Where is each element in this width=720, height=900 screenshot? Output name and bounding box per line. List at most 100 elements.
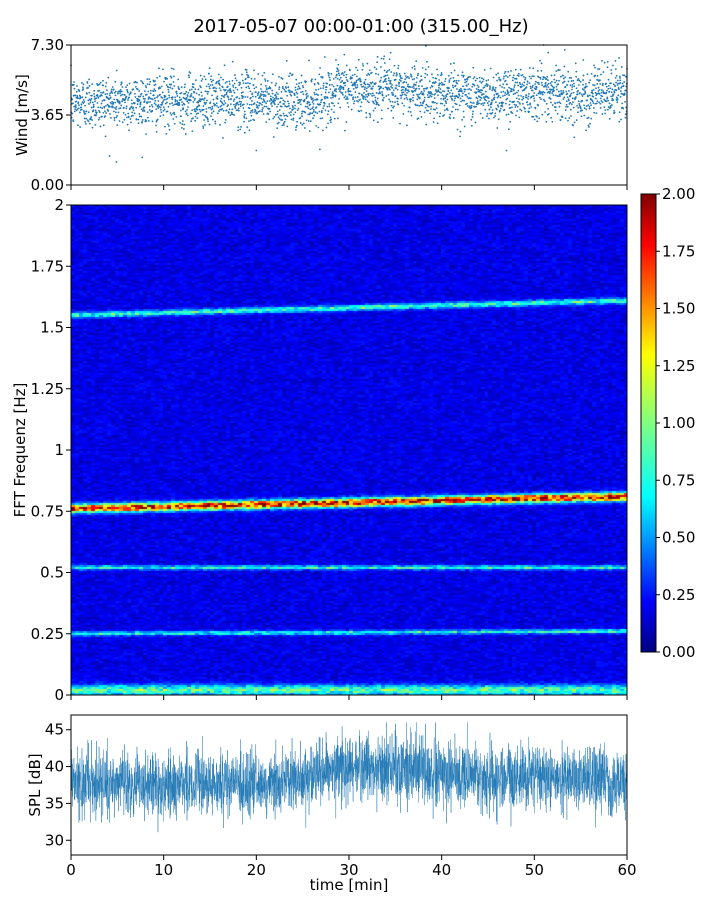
wind-point bbox=[283, 124, 285, 126]
wind-point bbox=[387, 79, 390, 82]
wind-point bbox=[162, 68, 164, 71]
wind-point bbox=[209, 101, 212, 104]
wind-point bbox=[330, 118, 333, 121]
wind-point bbox=[251, 109, 254, 112]
wind-point bbox=[570, 80, 573, 82]
wind-point bbox=[297, 107, 300, 110]
wind-point bbox=[214, 90, 217, 93]
wind-point bbox=[284, 100, 286, 103]
wind-point bbox=[475, 87, 478, 90]
wind-point bbox=[210, 75, 213, 78]
wind-point bbox=[466, 95, 469, 98]
wind-point bbox=[453, 62, 455, 64]
wind-point bbox=[185, 98, 187, 101]
wind-point bbox=[601, 95, 604, 98]
wind-point bbox=[397, 97, 399, 100]
spectrogram-y-tick-label: 0 bbox=[54, 686, 64, 704]
wind-point bbox=[162, 114, 165, 117]
wind-point bbox=[81, 96, 84, 99]
wind-point bbox=[371, 81, 374, 84]
wind-point bbox=[599, 107, 602, 109]
wind-point bbox=[375, 68, 378, 71]
wind-point bbox=[419, 79, 422, 82]
wind-point bbox=[100, 91, 102, 94]
wind-point bbox=[403, 104, 406, 107]
wind-point bbox=[439, 88, 442, 90]
wind-point bbox=[114, 111, 117, 114]
wind-point bbox=[188, 89, 191, 91]
wind-point bbox=[387, 107, 389, 110]
wind-point bbox=[550, 116, 553, 119]
wind-point bbox=[574, 62, 577, 65]
wind-point bbox=[252, 84, 255, 86]
wind-point bbox=[223, 64, 226, 67]
wind-point bbox=[310, 97, 313, 99]
wind-point bbox=[472, 110, 474, 113]
wind-point bbox=[233, 98, 236, 101]
wind-point bbox=[565, 103, 568, 106]
wind-point bbox=[364, 98, 367, 101]
wind-point bbox=[79, 95, 82, 98]
wind-point bbox=[523, 81, 526, 84]
wind-point bbox=[122, 106, 125, 109]
wind-point bbox=[268, 107, 271, 110]
wind-point bbox=[527, 92, 530, 95]
wind-point bbox=[512, 93, 515, 96]
wind-point bbox=[166, 110, 169, 113]
wind-point bbox=[245, 71, 248, 74]
wind-point bbox=[167, 123, 169, 126]
wind-point bbox=[257, 92, 259, 95]
wind-point bbox=[319, 67, 321, 69]
wind-point bbox=[299, 103, 302, 106]
wind-point bbox=[151, 105, 154, 108]
wind-point bbox=[491, 109, 494, 111]
wind-point bbox=[127, 112, 130, 115]
wind-point bbox=[415, 81, 418, 84]
wind-point bbox=[256, 105, 259, 108]
wind-point bbox=[553, 78, 556, 81]
spl-y-tick-label: 35 bbox=[45, 794, 64, 812]
wind-point bbox=[605, 85, 608, 88]
wind-point bbox=[322, 84, 325, 87]
wind-point bbox=[356, 84, 359, 86]
wind-point bbox=[450, 71, 453, 74]
wind-point bbox=[609, 87, 612, 90]
wind-point bbox=[214, 120, 217, 123]
wind-point bbox=[128, 96, 131, 99]
wind-point bbox=[318, 110, 321, 113]
wind-point bbox=[551, 80, 553, 83]
wind-point bbox=[496, 104, 499, 107]
wind-point bbox=[323, 104, 325, 107]
wind-point bbox=[365, 87, 368, 90]
wind-point bbox=[295, 126, 297, 129]
wind-point bbox=[101, 100, 104, 102]
wind-point bbox=[186, 100, 189, 103]
wind-point bbox=[438, 79, 440, 81]
wind-point bbox=[467, 83, 470, 85]
wind-point bbox=[456, 128, 459, 131]
wind-point bbox=[589, 122, 591, 125]
wind-point bbox=[77, 107, 80, 110]
wind-point bbox=[319, 87, 322, 90]
wind-point bbox=[331, 83, 333, 86]
wind-point bbox=[401, 77, 403, 80]
wind-point bbox=[313, 114, 316, 117]
wind-point bbox=[527, 95, 530, 98]
wind-point bbox=[595, 87, 597, 90]
wind-point bbox=[357, 100, 359, 103]
wind-point bbox=[209, 78, 212, 81]
wind-point bbox=[75, 90, 78, 93]
wind-point bbox=[383, 62, 386, 64]
wind-point bbox=[523, 84, 525, 87]
wind-point bbox=[582, 59, 585, 61]
wind-point bbox=[559, 95, 561, 97]
wind-point bbox=[587, 104, 590, 106]
wind-point bbox=[616, 79, 619, 82]
wind-point bbox=[281, 78, 284, 80]
wind-point bbox=[356, 96, 359, 98]
wind-point bbox=[612, 83, 615, 86]
spectrogram-image bbox=[71, 205, 627, 695]
wind-point bbox=[610, 69, 613, 71]
wind-point bbox=[379, 92, 381, 95]
wind-point bbox=[315, 124, 318, 127]
